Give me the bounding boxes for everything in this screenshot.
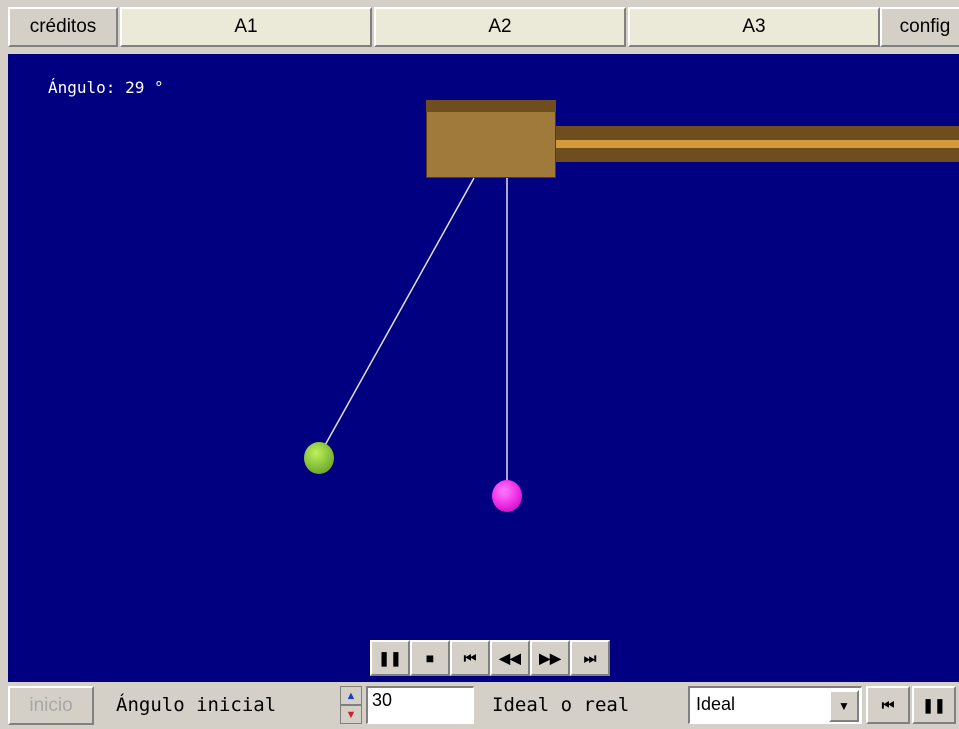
bottom-rewind-button[interactable]: ⏮ bbox=[866, 686, 910, 724]
pause-icon: ❚❚ bbox=[378, 649, 402, 666]
spin-down-icon[interactable]: ▼ bbox=[340, 705, 362, 724]
playback-controls: ❚❚ ■ ⏮ ◀◀ ▶▶ ⏭ bbox=[370, 640, 610, 678]
pendulum-mount-top bbox=[426, 100, 556, 112]
stop-button[interactable]: ■ bbox=[410, 640, 450, 676]
tab-a3[interactable]: A3 bbox=[628, 7, 880, 47]
ideal-o-real-label: Ideal o real bbox=[492, 694, 630, 716]
pendulum-bob-magenta[interactable] bbox=[492, 480, 522, 512]
pause-button[interactable]: ❚❚ bbox=[370, 640, 410, 676]
ideal-o-real-selected: Ideal bbox=[696, 694, 736, 714]
bottom-toolbar: inicio Ángulo inicial ▲ ▼ 30 Ideal o rea… bbox=[0, 682, 959, 729]
angle-readout: Ángulo: 29 ° bbox=[48, 78, 164, 97]
support-beam-stripe bbox=[554, 140, 959, 148]
chevron-down-icon[interactable]: ▼ bbox=[829, 690, 859, 722]
pendulum-strings bbox=[318, 177, 508, 494]
forward-to-end-icon: ⏭ bbox=[583, 649, 597, 666]
simulation-canvas[interactable]: Ángulo: 29 ° ❚❚ ■ ⏮ ◀◀ ▶▶ ⏭ bbox=[8, 54, 959, 682]
pause-icon: ❚❚ bbox=[922, 696, 946, 713]
forward-to-end-button[interactable]: ⏭ bbox=[570, 640, 610, 676]
spin-up-icon[interactable]: ▲ bbox=[340, 686, 362, 705]
angulo-inicial-input[interactable]: 30 bbox=[366, 686, 474, 724]
ideal-o-real-select[interactable]: Ideal ▼ bbox=[688, 686, 862, 724]
bottom-pause-button[interactable]: ❚❚ bbox=[912, 686, 956, 724]
tab-a1[interactable]: A1 bbox=[120, 7, 372, 47]
angulo-inicial-label: Ángulo inicial bbox=[116, 694, 277, 716]
creditos-button[interactable]: créditos bbox=[8, 7, 118, 47]
rewind-to-start-icon: ⏮ bbox=[881, 696, 895, 713]
rewind-to-start-button[interactable]: ⏮ bbox=[450, 640, 490, 676]
tab-a2[interactable]: A2 bbox=[374, 7, 626, 47]
inicio-button[interactable]: inicio bbox=[8, 686, 94, 725]
top-toolbar: créditos A1 A2 A3 config bbox=[0, 0, 959, 54]
config-button[interactable]: config bbox=[880, 7, 959, 47]
angle-spinner[interactable]: ▲ ▼ bbox=[340, 686, 362, 724]
step-forward-icon: ▶▶ bbox=[539, 649, 561, 666]
pendulum-bob-green[interactable] bbox=[304, 442, 334, 474]
pendulum-string-left bbox=[318, 177, 475, 457]
step-back-icon: ◀◀ bbox=[499, 649, 521, 666]
step-forward-button[interactable]: ▶▶ bbox=[530, 640, 570, 676]
step-back-button[interactable]: ◀◀ bbox=[490, 640, 530, 676]
stop-icon: ■ bbox=[425, 650, 435, 666]
rewind-to-start-icon: ⏮ bbox=[463, 649, 477, 666]
